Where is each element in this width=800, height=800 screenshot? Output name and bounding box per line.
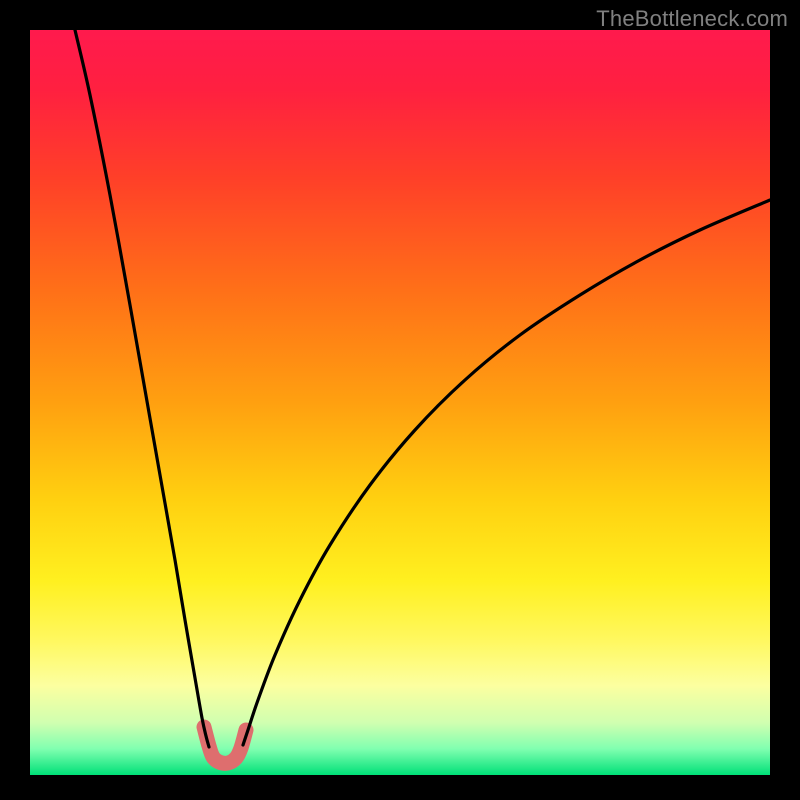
outer-frame: TheBottleneck.com [0,0,800,800]
watermark-text: TheBottleneck.com [596,6,788,32]
gradient-background [30,30,770,775]
chart-svg [30,30,770,775]
plot-area [30,30,770,775]
